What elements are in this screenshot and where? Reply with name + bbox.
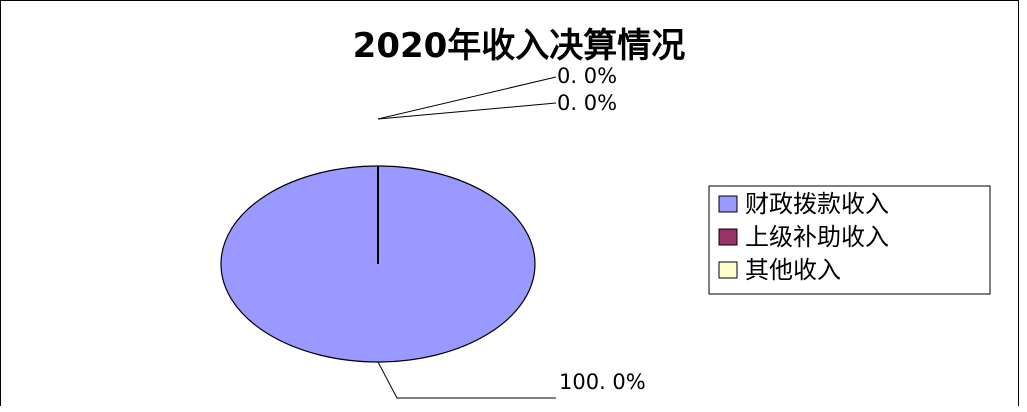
chart-title: 2020年收入决算情况 [353, 26, 686, 66]
data-label-1: 100. 0% [559, 370, 646, 394]
legend-label-3: 其他收入 [745, 256, 841, 284]
legend-swatch-1 [718, 195, 738, 213]
legend-swatch-2 [718, 228, 738, 246]
data-label-3: 0. 0% [557, 91, 617, 115]
legend-swatch-3 [718, 261, 738, 279]
data-labels: 100. 0% 0. 0% 0. 0% [377, 64, 646, 399]
legend-label-2: 上级补助收入 [745, 223, 889, 251]
leader-line-3 [377, 102, 557, 120]
legend-label-1: 财政拨款收入 [745, 190, 889, 218]
leader-line-2 [377, 76, 557, 120]
data-label-2: 0. 0% [557, 64, 617, 88]
leader-line-1 [377, 361, 556, 399]
legend-box [708, 185, 991, 295]
chart-frame [0, 0, 1019, 406]
pie-group [220, 165, 536, 363]
